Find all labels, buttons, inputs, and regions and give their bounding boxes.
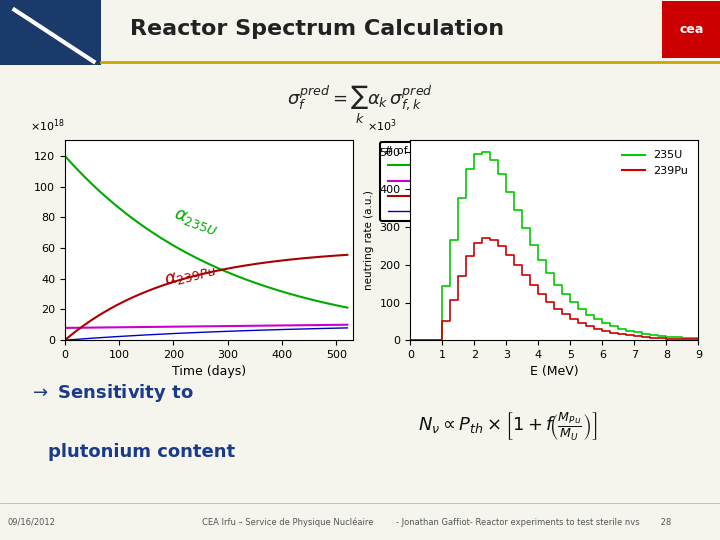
Text: CEA Irfu – Service de Physique Nucléaire: CEA Irfu – Service de Physique Nucléaire (202, 517, 373, 527)
Bar (662, 1, 720, 58)
Text: $\alpha_{239Pu}$: $\alpha_{239Pu}$ (163, 259, 218, 290)
Text: 09/16/2012: 09/16/2012 (7, 518, 55, 527)
Legend: 235U, 239Pu: 235U, 239Pu (618, 146, 693, 180)
X-axis label: E (MeV): E (MeV) (530, 366, 579, 379)
Text: $\times 10^{18}$: $\times 10^{18}$ (30, 117, 65, 134)
Text: $\sigma_f^{pred} = \sum_k \alpha_k \, \sigma_{f,k}^{pred}$: $\sigma_f^{pred} = \sum_k \alpha_k \, \s… (287, 84, 433, 126)
Y-axis label: neutring rate (a.u.): neutring rate (a.u.) (364, 191, 374, 290)
Text: $\times 10^{3}$: $\times 10^{3}$ (367, 117, 397, 134)
Text: cea: cea (679, 23, 703, 36)
Text: $N_\nu \propto P_{th} \times \left[1 + f\!\left(\frac{M_{Pu}}{M_U}\right)\right]: $N_\nu \propto P_{th} \times \left[1 + f… (418, 410, 597, 443)
Text: - Jonathan Gaffiot- Reactor experiments to test sterile nvs        28: - Jonathan Gaffiot- Reactor experiments … (396, 518, 671, 527)
X-axis label: Time (days): Time (days) (172, 366, 246, 379)
Legend: 235U, 238U, 239Pu, 241Pu: 235U, 238U, 239Pu, 241Pu (380, 141, 457, 221)
Text: $\alpha_{235U}$: $\alpha_{235U}$ (171, 205, 221, 238)
Text: $\rightarrow$ Sensitivity to: $\rightarrow$ Sensitivity to (29, 382, 194, 404)
Text: plutonium content: plutonium content (48, 443, 235, 461)
Bar (0, 0, 101, 65)
Text: Reactor Spectrum Calculation: Reactor Spectrum Calculation (130, 19, 504, 39)
